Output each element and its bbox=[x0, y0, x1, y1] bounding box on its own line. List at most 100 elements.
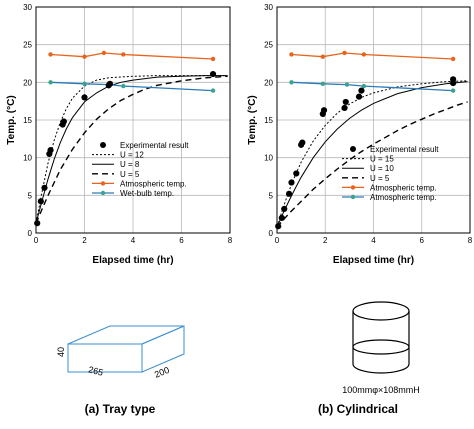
cylinder-dimension-label: 100mmφ×108mmH bbox=[342, 385, 420, 395]
tray-side-face bbox=[141, 325, 185, 373]
tray-length-label: 265 bbox=[87, 364, 104, 377]
wet-bulb-temp-point bbox=[210, 88, 216, 93]
legend-label: U = 5 bbox=[120, 170, 140, 179]
experimental-point bbox=[358, 87, 365, 94]
atmospheric-temp-point bbox=[342, 50, 347, 56]
atmospheric-temp-point bbox=[361, 52, 367, 57]
wet-bulb-temp-point bbox=[48, 80, 53, 85]
panel-b-chart: 0 2 4 6 8 0 5 10 15 20 25 30 Elapsed time (hr) Temp… bbox=[247, 3, 473, 266]
atmospheric-temp-point bbox=[101, 50, 107, 56]
y-tick-label: 25 bbox=[23, 41, 32, 50]
tray-height-label: 40 bbox=[56, 347, 66, 357]
panel-a-points bbox=[34, 50, 217, 227]
wet-bulb-temp-point bbox=[289, 80, 294, 85]
experimental-point bbox=[299, 139, 306, 146]
legend-point-marker bbox=[100, 190, 106, 196]
x-tick-label: 0 bbox=[275, 236, 280, 245]
legend-label: Experimental result bbox=[370, 145, 439, 154]
x-tick-label: 6 bbox=[179, 236, 184, 245]
experimental-point bbox=[450, 76, 457, 83]
tray-box-illustration: 40 265 200 bbox=[56, 325, 185, 380]
panel-a-y-axis-title: Temp. (°C) bbox=[6, 95, 17, 144]
panel-b-caption: (b) Cylindrical bbox=[318, 402, 398, 416]
legend-dot-marker bbox=[100, 142, 106, 148]
experimental-point bbox=[278, 214, 285, 222]
legend-label: U = 5 bbox=[370, 174, 390, 183]
legend-point-marker bbox=[350, 194, 356, 200]
legend-label: U = 8 bbox=[120, 160, 140, 169]
wet-bulb-temp-point bbox=[121, 83, 126, 89]
model-curve-u-10 bbox=[276, 81, 468, 228]
experimental-point bbox=[81, 94, 88, 101]
experimental-point bbox=[275, 223, 282, 230]
tray-width-label: 200 bbox=[153, 365, 171, 380]
panel-b-points bbox=[275, 50, 457, 230]
model-curve-u-5 bbox=[35, 75, 228, 224]
model-curve-u-15 bbox=[276, 80, 468, 228]
legend-label: Atmospheric temp. bbox=[370, 193, 437, 202]
legend-label: U = 10 bbox=[370, 164, 394, 173]
experimental-point bbox=[41, 184, 48, 191]
atmospheric-temp-point bbox=[48, 52, 53, 57]
atmospheric-temp-point bbox=[121, 52, 126, 57]
experimental-point bbox=[355, 93, 363, 100]
wet-bulb-temp-point bbox=[361, 83, 367, 89]
x-tick-label: 2 bbox=[323, 236, 328, 245]
atmospheric-temp-point bbox=[320, 54, 326, 59]
x-tick-label: 8 bbox=[228, 236, 233, 245]
y-tick-label: 25 bbox=[264, 41, 273, 50]
panel-b-y-axis-title: Temp. (°C) bbox=[247, 95, 258, 144]
x-tick-label: 0 bbox=[34, 236, 39, 245]
y-tick-label: 15 bbox=[23, 116, 32, 125]
atmospheric-temp-point bbox=[82, 54, 87, 59]
experimental-point bbox=[47, 147, 54, 154]
experimental-point bbox=[341, 104, 348, 112]
panel-a-ticks: 0 2 4 6 8 0 5 10 15 20 25 30 bbox=[23, 3, 233, 245]
x-tick-label: 2 bbox=[82, 236, 87, 245]
tray-front-face bbox=[67, 343, 143, 373]
x-tick-label: 6 bbox=[420, 236, 425, 245]
panel-a-caption: (a) Tray type bbox=[85, 402, 156, 416]
legend-dot-marker bbox=[350, 146, 356, 152]
cylinder-bottom-arc bbox=[352, 363, 410, 374]
wet-bulb-temp-point bbox=[344, 82, 350, 87]
panel-b-ticks: 0 2 4 6 8 0 5 10 15 20 25 30 bbox=[264, 3, 473, 245]
atmospheric-temp-point bbox=[450, 56, 456, 62]
x-tick-label: 8 bbox=[468, 236, 473, 245]
y-tick-label: 10 bbox=[264, 154, 273, 163]
y-tick-label: 20 bbox=[264, 78, 273, 87]
cylinder-top-ellipse bbox=[352, 301, 410, 321]
panel-a-chart: 0 2 4 6 8 0 5 10 15 20 25 30 Elapsed time (hr) Temp… bbox=[6, 3, 233, 266]
wet-bulb-temp-point bbox=[82, 81, 87, 87]
cylinder-illustration: 100mmφ×108mmH bbox=[342, 301, 420, 395]
legend-label: U = 12 bbox=[120, 151, 144, 160]
y-tick-label: 10 bbox=[23, 154, 32, 163]
experimental-point bbox=[320, 107, 328, 114]
panel-a-x-axis-title: Elapsed time (hr) bbox=[92, 255, 173, 266]
atmospheric-temp-line bbox=[291, 52, 454, 60]
experimental-point bbox=[34, 220, 41, 227]
experimental-point bbox=[285, 190, 293, 197]
atmospheric-temp-point bbox=[210, 56, 216, 62]
experimental-point bbox=[342, 98, 349, 106]
panel-b-grid bbox=[277, 7, 470, 233]
panel-a-grid bbox=[36, 7, 230, 233]
experimental-point bbox=[106, 80, 114, 87]
atmospheric-temp-line bbox=[50, 52, 214, 60]
model-curve-u-8 bbox=[35, 75, 228, 224]
tray-top-face bbox=[67, 325, 185, 345]
experimental-point bbox=[288, 179, 295, 186]
legend-label: Wet-bulb temp. bbox=[120, 189, 174, 198]
y-tick-label: 5 bbox=[28, 191, 33, 200]
panel-a-plot-frame bbox=[35, 6, 231, 234]
cylinder-fill-line bbox=[352, 339, 410, 355]
x-tick-label: 4 bbox=[371, 236, 376, 245]
experimental-point bbox=[209, 70, 217, 78]
atmospheric-temp-point bbox=[289, 52, 294, 57]
wet-bulb-temp-point bbox=[320, 81, 326, 87]
legend-point-marker bbox=[100, 181, 106, 186]
experimental-point bbox=[60, 118, 67, 125]
